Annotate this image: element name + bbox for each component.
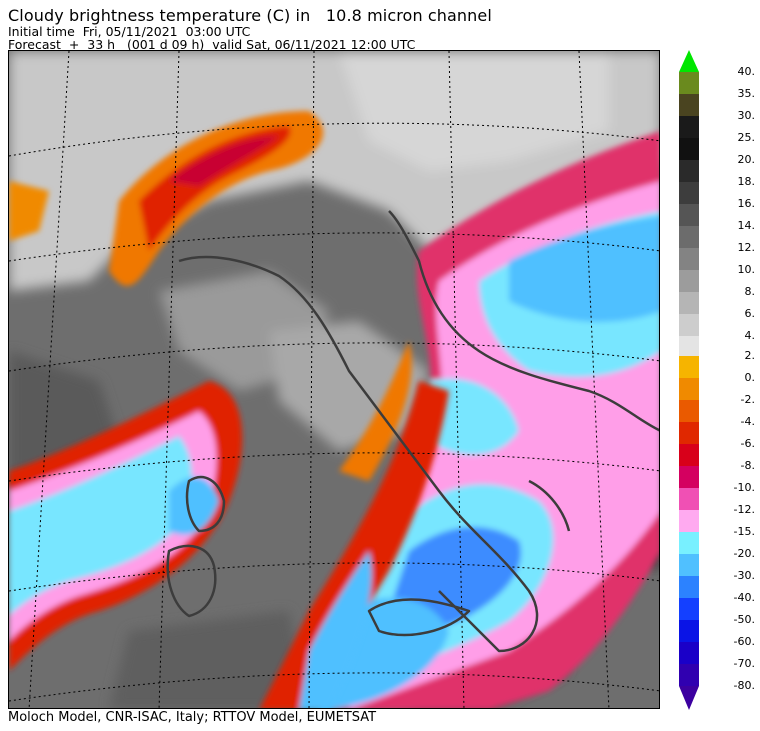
legend-label: -8.	[740, 459, 755, 472]
map-canvas	[9, 51, 659, 708]
alpine-cloud-band	[9, 111, 324, 286]
eastern-cloud-shield	[319, 131, 659, 708]
legend-swatch	[679, 72, 699, 94]
legend-label: -15.	[733, 525, 755, 538]
legend-swatch	[679, 270, 699, 292]
legend-label: -80.	[733, 679, 755, 692]
legend-label: 25.	[737, 131, 756, 144]
legend-swatch	[679, 598, 699, 620]
legend-swatch	[679, 554, 699, 576]
legend-swatch	[679, 138, 699, 160]
legend-swatch	[679, 94, 699, 116]
legend-label: 14.	[737, 219, 756, 232]
legend-swatch	[679, 400, 699, 422]
legend-swatch	[679, 182, 699, 204]
forecast-valid-label: Forecast + 33 h (001 d 09 h) valid Sat, …	[8, 37, 416, 52]
legend-label: -50.	[733, 613, 755, 626]
legend-label: 30.	[737, 109, 756, 122]
legend-swatch	[679, 226, 699, 248]
legend-label: 4.	[744, 329, 756, 342]
legend-bottom-arrow-icon	[679, 686, 699, 710]
legend-swatch	[679, 664, 699, 686]
legend-label: -60.	[733, 635, 755, 648]
lat-lon-grid	[9, 51, 659, 708]
legend-label: -70.	[733, 657, 755, 670]
legend-label: -2.	[740, 393, 755, 406]
legend-swatch	[679, 204, 699, 226]
legend-label: 8.	[744, 285, 756, 298]
legend-label: 40.	[737, 65, 756, 78]
legend-label: -40.	[733, 591, 755, 604]
legend-label: -10.	[733, 481, 755, 494]
legend-label: 10.	[737, 263, 756, 276]
legend-swatch	[679, 510, 699, 532]
legend-label: 18.	[737, 175, 756, 188]
legend-top-arrow-icon	[679, 50, 699, 72]
legend-label: 0.	[744, 371, 756, 384]
legend-swatch	[679, 356, 699, 378]
legend-swatch	[679, 642, 699, 664]
western-cloud-plume	[9, 381, 243, 671]
legend-swatch	[679, 336, 699, 358]
legend-label: 35.	[737, 87, 756, 100]
color-legend: 40. 35. 30. 25. 20. 18. 16. 14. 12. 10. 8. 6. 4. 2. 0.…	[679, 50, 760, 712]
legend-swatch	[679, 292, 699, 314]
legend-swatch	[679, 576, 699, 598]
legend-label: 12.	[737, 241, 756, 254]
legend-label: -12.	[733, 503, 755, 516]
legend-swatch	[679, 160, 699, 182]
legend-swatch	[679, 378, 699, 400]
legend-label: 2.	[744, 349, 756, 362]
legend-label: 16.	[737, 197, 756, 210]
legend-swatch	[679, 620, 699, 642]
legend-label: -4.	[740, 415, 755, 428]
legend-swatch	[679, 444, 699, 466]
legend-swatch	[679, 248, 699, 270]
legend-label: -6.	[740, 437, 755, 450]
chart-title: Cloudy brightness temperature (C) in 10.…	[8, 6, 492, 25]
tyrrhenian-cloud-band	[260, 341, 449, 708]
satellite-map	[8, 50, 660, 709]
legend-swatch	[679, 488, 699, 510]
credits-footer: Moloch Model, CNR-ISAC, Italy; RTTOV Mod…	[8, 710, 377, 725]
legend-label: 20.	[737, 153, 756, 166]
coastlines	[166, 210, 659, 653]
legend-label: -20.	[733, 547, 755, 560]
legend-label: 6.	[744, 307, 756, 320]
legend-swatch	[679, 116, 699, 138]
legend-swatch	[679, 466, 699, 488]
legend-swatch	[679, 532, 699, 554]
legend-swatch	[679, 314, 699, 336]
legend-arrows	[679, 50, 699, 710]
legend-label: -30.	[733, 569, 755, 582]
initial-time-label: Initial time Fri, 05/11/2021 03:00 UTC	[8, 24, 251, 39]
legend-swatch	[679, 422, 699, 444]
